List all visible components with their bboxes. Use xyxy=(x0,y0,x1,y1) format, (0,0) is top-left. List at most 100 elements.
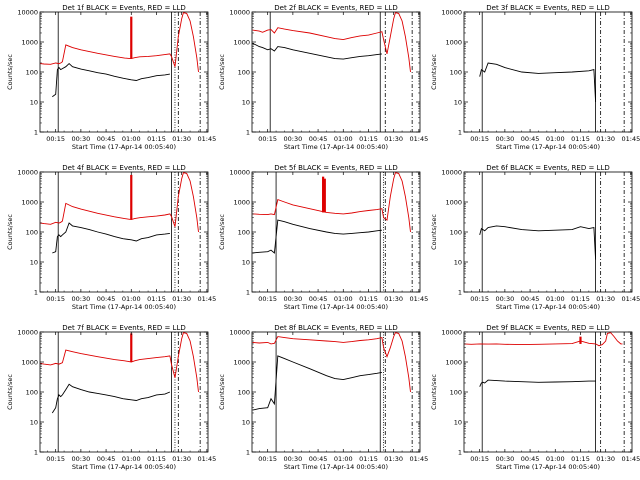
y-tick-label: 1 xyxy=(246,448,250,456)
y-tick-label: 1 xyxy=(34,288,38,296)
x-axis-label: Start Time (17-Apr-14 00:05:40) xyxy=(72,463,176,471)
y-tick-label: 10 xyxy=(30,418,38,426)
y-tick-label: 10000 xyxy=(17,8,38,16)
data-layer xyxy=(252,12,413,132)
y-tick-label: 1000 xyxy=(233,38,250,46)
x-tick-label: 00:30 xyxy=(496,295,515,303)
x-tick-label: 00:15 xyxy=(258,135,277,143)
series-line-lld xyxy=(464,332,623,347)
y-tick-label: 10 xyxy=(30,98,38,106)
chart-title: Det 2f BLACK = Events, RED = LLD xyxy=(274,4,397,12)
x-tick-label: 00:45 xyxy=(97,455,116,463)
data-layer xyxy=(252,172,413,292)
chart-panel-1: Det 1f BLACK = Events, RED = LLD 00:15 00:… xyxy=(6,4,216,151)
y-axis-label: Counts/sec xyxy=(218,214,226,250)
x-tick-label: 00:45 xyxy=(309,455,328,463)
x-tick-label: 01:45 xyxy=(410,135,429,143)
x-tick-label: 00:45 xyxy=(309,135,328,143)
x-tick-label: 00:15 xyxy=(470,295,489,303)
chart-panel-8: Det 8f BLACK = Events, RED = LLD 00:15 00:… xyxy=(218,324,428,471)
x-axis-label: Start Time (17-Apr-14 00:05:40) xyxy=(284,303,388,311)
y-tick-label: 10000 xyxy=(17,328,38,336)
x-tick-label: 01:15 xyxy=(571,455,590,463)
y-tick-label: 10000 xyxy=(441,8,462,16)
x-tick-label: 00:30 xyxy=(496,135,515,143)
data-layer xyxy=(40,332,201,452)
x-tick-label: 01:45 xyxy=(198,135,217,143)
chart-panel-9: Det 9f BLACK = Events, RED = LLD 00:15 00:… xyxy=(430,324,640,471)
y-tick-label: 1 xyxy=(458,288,462,296)
y-axis-label: Counts/sec xyxy=(6,54,14,90)
x-tick-label: 01:30 xyxy=(384,455,403,463)
series-line-lld xyxy=(40,332,199,393)
y-tick-label: 10000 xyxy=(17,168,38,176)
x-tick-label: 00:30 xyxy=(72,295,91,303)
y-tick-label: 10 xyxy=(242,418,250,426)
y-tick-label: 1 xyxy=(246,128,250,136)
x-tick-label: 00:15 xyxy=(470,135,489,143)
x-tick-label: 00:45 xyxy=(309,295,328,303)
series-line-events xyxy=(252,355,382,411)
x-tick-label: 01:00 xyxy=(122,135,141,143)
x-tick-label: 00:30 xyxy=(496,455,515,463)
series-line-events xyxy=(252,219,382,254)
y-tick-label: 100 xyxy=(26,388,38,396)
x-tick-label: 01:30 xyxy=(596,455,615,463)
y-tick-label: 1000 xyxy=(21,358,38,366)
chart-panel-4: Det 4f BLACK = Events, RED = LLD 00:15 00:… xyxy=(6,164,216,311)
y-axis-label: Counts/sec xyxy=(430,214,438,250)
series-line-events xyxy=(479,62,597,103)
x-tick-label: 01:15 xyxy=(147,295,166,303)
data-layer xyxy=(40,12,201,132)
series-line-lld xyxy=(252,172,411,233)
x-tick-label: 01:15 xyxy=(571,135,590,143)
series-line-lld xyxy=(252,12,411,73)
plot-frame xyxy=(463,11,633,133)
y-axis-label: Counts/sec xyxy=(430,54,438,90)
data-layer xyxy=(479,12,625,132)
y-tick-label: 10000 xyxy=(229,168,250,176)
series-line-lld xyxy=(40,172,199,233)
y-tick-label: 100 xyxy=(450,228,462,236)
y-tick-label: 10000 xyxy=(441,328,462,336)
data-layer xyxy=(252,332,413,452)
x-tick-label: 01:30 xyxy=(596,295,615,303)
x-tick-label: 00:30 xyxy=(72,135,91,143)
x-tick-label: 01:45 xyxy=(410,455,429,463)
y-tick-label: 10000 xyxy=(229,328,250,336)
plot-frame xyxy=(251,11,421,133)
y-tick-label: 1 xyxy=(34,128,38,136)
series-line-events xyxy=(52,222,170,254)
series-line-events xyxy=(479,225,597,260)
x-tick-label: 01:45 xyxy=(410,295,429,303)
x-tick-label: 00:45 xyxy=(97,135,116,143)
x-axis-label: Start Time (17-Apr-14 00:05:40) xyxy=(496,303,600,311)
x-tick-label: 00:30 xyxy=(72,455,91,463)
series-line-events xyxy=(252,42,382,60)
chart-title: Det 4f BLACK = Events, RED = LLD xyxy=(62,164,185,172)
y-tick-label: 1000 xyxy=(21,198,38,206)
y-tick-label: 1 xyxy=(458,448,462,456)
plot-frame xyxy=(463,171,633,293)
x-tick-label: 01:15 xyxy=(359,135,378,143)
plot-frame xyxy=(39,11,209,133)
y-tick-label: 10 xyxy=(242,98,250,106)
x-axis-label: Start Time (17-Apr-14 00:05:40) xyxy=(284,143,388,151)
y-tick-label: 100 xyxy=(238,388,250,396)
x-tick-label: 01:00 xyxy=(334,455,353,463)
x-tick-label: 01:30 xyxy=(384,135,403,143)
plot-frame xyxy=(251,171,421,293)
x-tick-label: 01:00 xyxy=(122,295,141,303)
y-tick-label: 1000 xyxy=(21,38,38,46)
y-axis-label: Counts/sec xyxy=(430,374,438,410)
y-axis-label: Counts/sec xyxy=(6,374,14,410)
plot-frame xyxy=(463,331,633,453)
series-line-lld xyxy=(252,332,411,393)
y-tick-label: 10000 xyxy=(229,8,250,16)
y-axis-label: Counts/sec xyxy=(218,374,226,410)
x-tick-label: 01:30 xyxy=(384,295,403,303)
x-tick-label: 00:45 xyxy=(521,295,540,303)
chart-title: Det 5f BLACK = Events, RED = LLD xyxy=(274,164,397,172)
chart-title: Det 8f BLACK = Events, RED = LLD xyxy=(274,324,397,332)
